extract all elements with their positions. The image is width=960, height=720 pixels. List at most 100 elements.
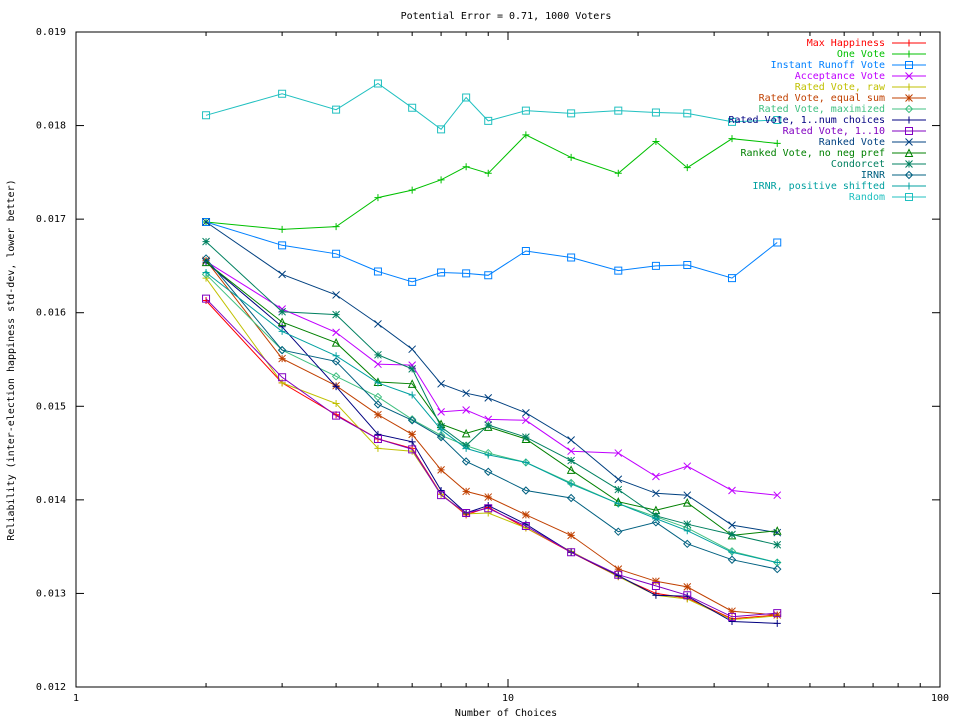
data-point xyxy=(462,389,470,398)
data-point xyxy=(332,383,340,391)
y-axis-label: Reliability (inter-election happiness st… xyxy=(6,179,17,540)
y-tick-label: 0.019 xyxy=(36,27,66,38)
data-point xyxy=(373,400,383,409)
data-point xyxy=(614,169,622,177)
chart-title: Potential Error = 0.71, 1000 Voters xyxy=(401,11,612,22)
data-point xyxy=(521,106,530,115)
data-point xyxy=(278,327,286,335)
data-point xyxy=(374,444,382,452)
data-point xyxy=(652,591,660,599)
data-point xyxy=(332,249,341,258)
data-point xyxy=(614,449,623,457)
data-point xyxy=(408,365,417,373)
data-point xyxy=(728,618,736,625)
data-point xyxy=(683,583,692,591)
data-point xyxy=(652,472,660,481)
legend-label: IRNR xyxy=(861,170,886,181)
data-point xyxy=(278,241,287,250)
data-point xyxy=(772,526,782,535)
data-point xyxy=(614,570,623,579)
data-point xyxy=(437,426,445,434)
data-point xyxy=(614,485,623,494)
data-point xyxy=(407,416,417,425)
data-point xyxy=(408,430,417,439)
series-line xyxy=(205,298,778,618)
data-point xyxy=(484,509,492,517)
data-point xyxy=(728,607,736,616)
data-point xyxy=(202,217,211,226)
data-point xyxy=(462,93,471,102)
data-point xyxy=(332,223,340,231)
legend-swatch-marker xyxy=(905,160,913,168)
series-14 xyxy=(202,79,782,134)
legend-swatch-marker xyxy=(905,127,913,135)
series-line xyxy=(205,277,778,621)
data-point xyxy=(652,577,660,586)
data-point xyxy=(277,317,287,327)
legend-label: Ranked Vote, no neg pref xyxy=(741,148,886,159)
data-point xyxy=(331,372,341,381)
legend-swatch-marker xyxy=(905,61,913,69)
data-point xyxy=(614,266,623,275)
data-point xyxy=(408,438,416,446)
data-point xyxy=(682,498,692,507)
data-point xyxy=(373,267,382,276)
data-point xyxy=(567,480,575,488)
data-point xyxy=(651,108,660,117)
data-point xyxy=(683,520,692,529)
data-point xyxy=(332,352,340,360)
y-tick-label: 0.015 xyxy=(36,401,66,412)
legend-swatch-marker xyxy=(905,182,913,190)
data-point xyxy=(408,103,417,112)
legend-label: Acceptance Vote xyxy=(795,71,885,82)
data-point xyxy=(437,379,445,388)
data-point xyxy=(436,432,446,442)
data-point xyxy=(567,153,575,161)
data-point xyxy=(773,115,782,124)
legend-label: Ranked Vote xyxy=(819,137,885,148)
data-point xyxy=(683,527,691,535)
x-tick-label: 10 xyxy=(502,693,514,704)
legend-label: Rated Vote, 1..10 xyxy=(783,126,885,137)
y-tick-label: 0.017 xyxy=(36,214,66,225)
data-point xyxy=(614,106,623,115)
data-point xyxy=(484,169,492,177)
legend-label: Rated Vote, raw xyxy=(795,82,886,93)
series-11 xyxy=(202,237,782,549)
data-point xyxy=(651,261,660,270)
data-point xyxy=(461,428,471,438)
data-point xyxy=(773,540,782,549)
legend-label: Instant Runoff Vote xyxy=(771,60,885,71)
data-point xyxy=(462,444,470,452)
series-5 xyxy=(202,256,782,619)
data-point xyxy=(521,486,531,495)
legend-swatch-marker xyxy=(905,116,913,124)
x-axis-label: Number of Choices xyxy=(455,708,557,719)
data-point xyxy=(408,186,416,194)
data-point xyxy=(567,109,576,118)
data-point xyxy=(374,410,382,419)
data-point xyxy=(683,260,692,269)
data-point xyxy=(728,548,736,556)
data-point xyxy=(652,515,660,523)
data-point xyxy=(727,274,736,283)
data-point xyxy=(462,508,471,517)
y-axis: 0.012 0.013 0.014 0.015 0.016 0.017 0.018 0.019 xyxy=(36,27,940,693)
legend-label: One Vote xyxy=(837,49,885,60)
data-point xyxy=(436,431,446,440)
data-point xyxy=(278,270,286,279)
data-point xyxy=(484,394,493,402)
data-point xyxy=(567,253,576,262)
data-point xyxy=(484,451,492,459)
legend-label: Max Happiness xyxy=(807,38,885,49)
data-point xyxy=(773,611,782,619)
data-point xyxy=(683,491,692,500)
data-point xyxy=(332,291,340,299)
data-point xyxy=(374,194,382,202)
data-point xyxy=(566,465,576,474)
data-point xyxy=(202,268,210,276)
data-point xyxy=(201,257,211,267)
data-point xyxy=(683,539,692,549)
series-1 xyxy=(202,131,781,233)
